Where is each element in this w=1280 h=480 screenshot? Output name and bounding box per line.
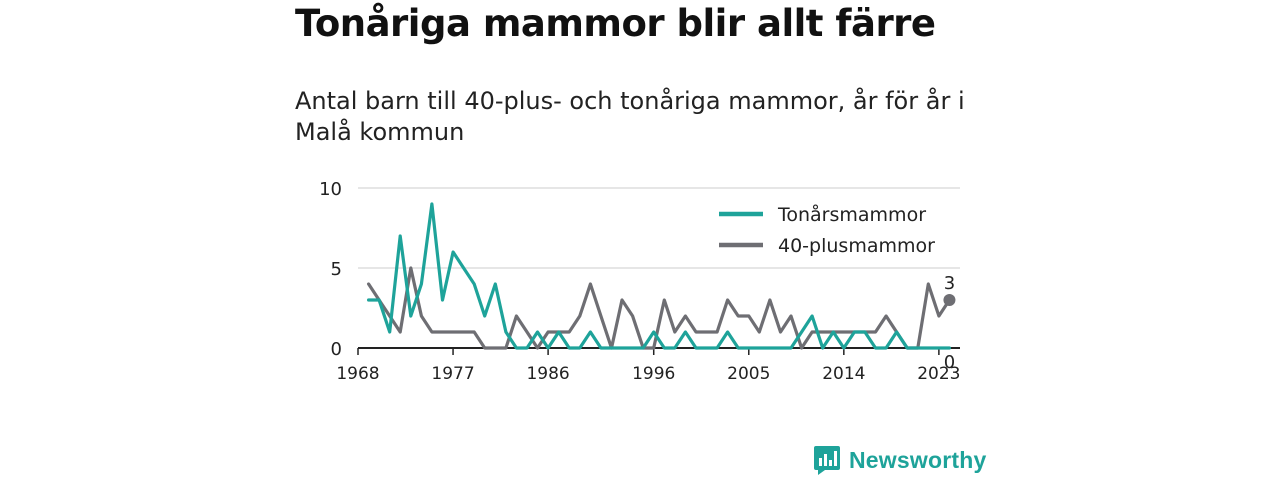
chart-title: Tonåriga mammor blir allt färre [295, 2, 936, 45]
y-tick-label: 0 [331, 339, 342, 360]
end-value-label: 0 [944, 352, 955, 373]
brand-name: Newsworthy [849, 446, 987, 473]
x-tick-label: 1968 [336, 364, 379, 384]
gridlines [358, 187, 960, 349]
x-tick-label: 1977 [431, 364, 474, 384]
end-point-marker [943, 294, 956, 306]
series-line [367, 202, 952, 350]
legend-label: Tonårsmammor [777, 203, 926, 226]
x-tick-label: 1986 [526, 364, 569, 384]
end-labels: 30 [943, 273, 956, 373]
legend-label: 40-plusmammor [778, 235, 935, 257]
y-axis-ticks: 0 5 10 [319, 179, 342, 360]
bar-chart-logo-icon [814, 446, 840, 475]
x-tick-label: 1996 [632, 364, 675, 384]
chart-subtitle: Antal barn till 40-plus- och tonåriga ma… [295, 87, 965, 146]
x-axis-ticks: 1968 1977 1986 1996 2005 2014 2023 [336, 348, 961, 384]
x-tick-label: 2014 [822, 364, 865, 384]
y-tick-label: 5 [331, 259, 342, 280]
series-line [367, 266, 952, 350]
end-value-label: 3 [944, 273, 955, 294]
series-lines [367, 202, 952, 350]
x-tick-label: 2023 [917, 364, 960, 384]
y-tick-label: 10 [319, 179, 342, 200]
newsworthy-logo: Newsworthy [813, 444, 986, 476]
x-tick-label: 2005 [727, 364, 770, 384]
legend: Tonårsmammor 40-plusmammor [719, 203, 935, 257]
